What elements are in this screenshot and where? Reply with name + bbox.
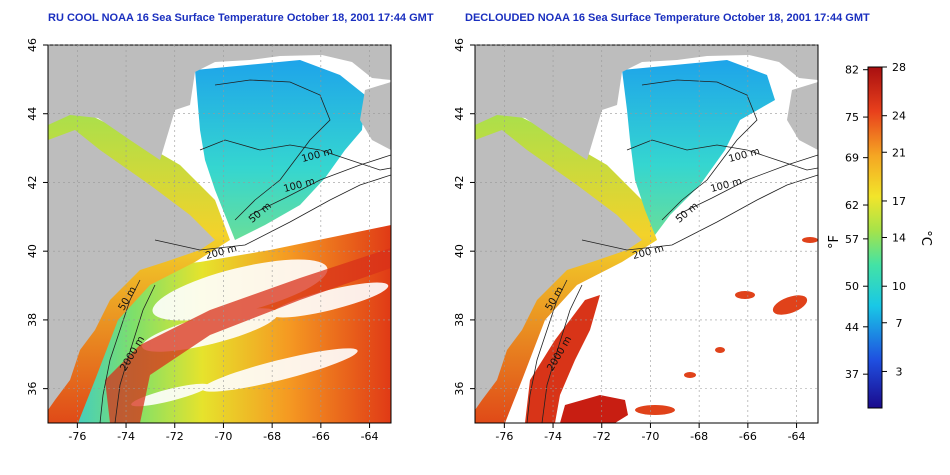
c-tick-label: 3 [896, 365, 903, 378]
colorbar-f-ticks: 82 75 69 62 57 50 44 37 [845, 64, 868, 381]
f-tick-label: 62 [845, 199, 859, 212]
f-tick-label: 44 [845, 321, 859, 334]
lon-tick-label: -64 [361, 430, 379, 443]
lon-tick-label: -66 [739, 430, 757, 443]
left-lat-ticks: 36 38 40 42 44 46 [26, 38, 48, 396]
land-northeast [475, 45, 818, 160]
lat-tick-label: 36 [453, 382, 466, 396]
lat-tick-label: 40 [453, 244, 466, 258]
colorbar: 82 75 69 62 57 50 44 37 28 24 21 17 14 10 7 3 °F °C [827, 61, 933, 409]
right-lat-ticks: 36 38 40 42 44 46 [453, 38, 475, 396]
right-map-grid [475, 44, 818, 423]
right-map-title: DECLOUDED NOAA 16 Sea Surface Temperatur… [465, 12, 870, 24]
lon-tick-label: -76 [495, 430, 513, 443]
colorbar-celsius-label: °C [918, 230, 933, 246]
gulf-stream-eddy [560, 395, 628, 423]
lat-tick-label: 42 [453, 175, 466, 189]
land-nova-scotia [787, 82, 818, 150]
lon-tick-label: -72 [593, 430, 611, 443]
lon-tick-label: -74 [544, 430, 562, 443]
left-lon-ticks: -76 -74 -72 -70 -68 -66 -64 [68, 423, 379, 443]
lon-tick-label: -66 [312, 430, 330, 443]
left-map-grid [48, 44, 391, 423]
gulf-stream [105, 248, 391, 423]
land-nova-scotia [360, 82, 391, 150]
gulf-of-maine-sst [195, 60, 365, 240]
lon-tick-label: -64 [788, 430, 806, 443]
f-tick-label: 50 [845, 280, 859, 293]
lat-tick-label: 46 [453, 38, 466, 52]
colorbar-gradient [867, 66, 883, 409]
colorbar-fahrenheit-label: °F [827, 235, 842, 249]
lon-tick-label: -72 [166, 430, 184, 443]
warm-patches [635, 237, 818, 415]
lat-tick-label: 44 [26, 107, 39, 121]
land-northeast [48, 45, 391, 160]
f-tick-label: 69 [845, 152, 859, 165]
lat-tick-label: 40 [26, 244, 39, 258]
lat-tick-label: 38 [453, 313, 466, 327]
lon-tick-label: -70 [214, 430, 232, 443]
c-tick-label: 28 [892, 61, 906, 74]
bathymetry-contours [99, 79, 391, 423]
lat-tick-label: 38 [26, 313, 39, 327]
f-tick-label: 82 [845, 64, 859, 77]
bathymetry-contours [526, 79, 818, 423]
c-tick-label: 17 [892, 195, 906, 208]
right-lon-ticks: -76 -74 -72 -70 -68 -66 -64 [495, 423, 806, 443]
land-coast [48, 130, 215, 410]
lat-tick-label: 44 [453, 107, 466, 121]
lon-tick-label: -68 [690, 430, 708, 443]
lat-tick-label: 46 [26, 38, 39, 52]
gulf-stream [525, 295, 600, 423]
left-map-title: RU COOL NOAA 16 Sea Surface Temperature … [48, 12, 434, 24]
lat-tick-label: 36 [26, 382, 39, 396]
lon-tick-label: -74 [117, 430, 135, 443]
colorbar-c-ticks: 28 24 21 17 14 10 7 3 [882, 61, 906, 378]
c-tick-label: 21 [892, 146, 906, 159]
gulf-of-maine-sst [622, 60, 775, 235]
f-tick-label: 57 [845, 233, 859, 246]
f-tick-label: 75 [845, 111, 859, 124]
f-tick-label: 37 [845, 368, 859, 381]
lat-tick-label: 42 [26, 175, 39, 189]
lon-tick-label: -68 [263, 430, 281, 443]
c-tick-label: 14 [892, 232, 906, 245]
c-tick-label: 10 [892, 280, 906, 293]
land-coast [475, 130, 642, 410]
lon-tick-label: -76 [68, 430, 86, 443]
lon-tick-label: -70 [641, 430, 659, 443]
c-tick-label: 7 [896, 317, 903, 330]
c-tick-label: 24 [892, 110, 906, 123]
